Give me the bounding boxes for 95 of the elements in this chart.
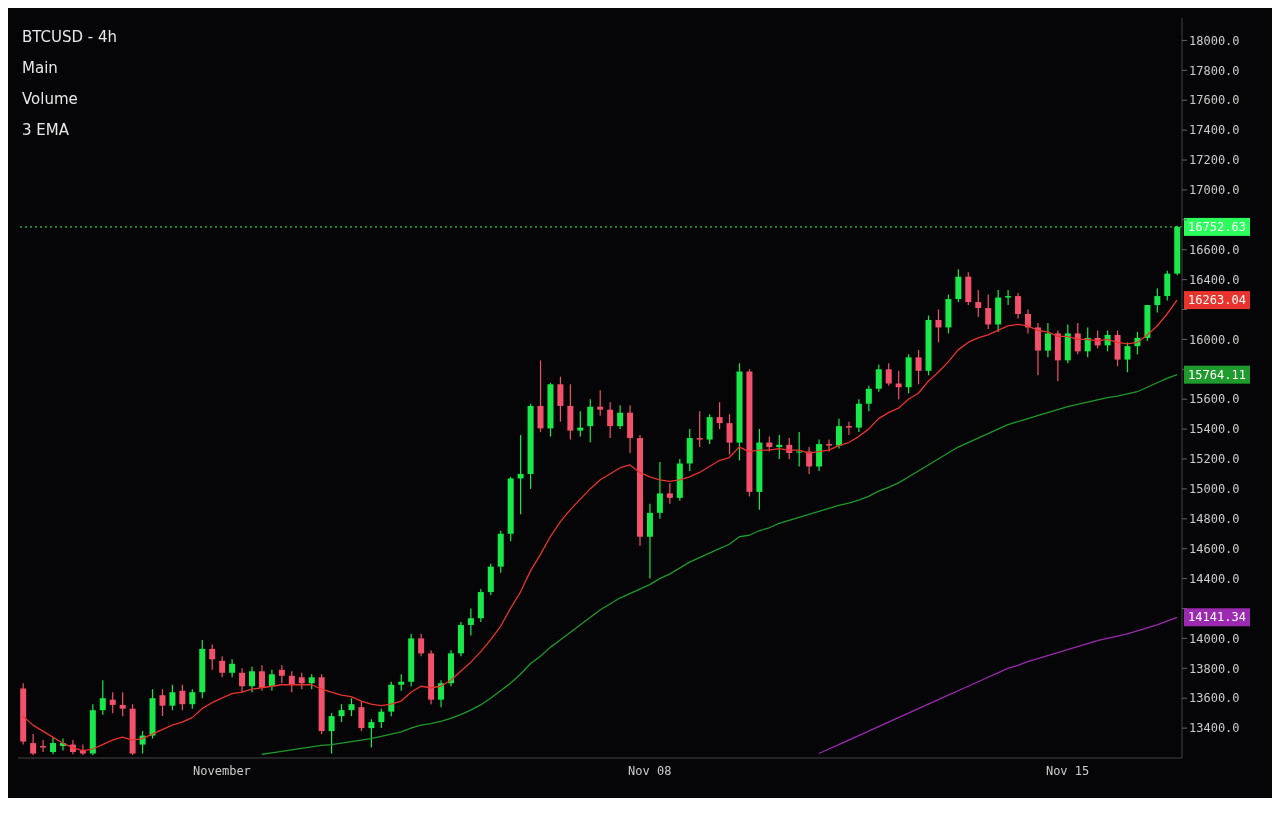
y-tick-label: 13600.0: [1189, 691, 1240, 706]
candlestick: [716, 401, 723, 430]
candlestick: [268, 669, 275, 692]
y-tick-label: 17200.0: [1189, 153, 1240, 168]
candlestick: [1005, 289, 1012, 306]
x-tick-label: Nov 08: [628, 763, 672, 778]
candlestick: [109, 691, 116, 714]
candlestick: [985, 293, 992, 330]
candlestick: [537, 359, 544, 433]
y-tick-label: 14600.0: [1189, 541, 1240, 556]
line-series: [261, 374, 1178, 755]
candlestick: [557, 376, 564, 423]
line-series: [818, 616, 1178, 755]
candlestick: [835, 418, 842, 450]
candlestick: [855, 398, 862, 433]
candlestick: [865, 385, 872, 412]
candlestick: [955, 268, 962, 303]
candlestick: [885, 362, 892, 387]
candlestick: [1034, 322, 1041, 376]
candlestick: [1015, 292, 1022, 320]
y-tick-label: 17400.0: [1189, 123, 1240, 138]
candlestick: [935, 308, 942, 343]
candlestick: [159, 688, 166, 717]
y-tick-label: 15400.0: [1189, 422, 1240, 437]
y-tick-label: 15200.0: [1189, 452, 1240, 467]
candlestick: [467, 607, 474, 637]
y-tick-label: 13400.0: [1189, 721, 1240, 736]
y-tick-label: 14400.0: [1189, 571, 1240, 586]
candlestick: [278, 664, 285, 684]
candlestick: [706, 413, 713, 445]
candlestick: [607, 401, 614, 439]
y-tick-label: 16600.0: [1189, 242, 1240, 257]
candlestick: [1124, 341, 1131, 373]
candlestick: [169, 684, 176, 711]
candlestick: [239, 667, 246, 693]
candlestick: [119, 691, 126, 717]
x-tick-label: Nov 15: [1045, 763, 1090, 778]
y-tick-label: 17800.0: [1189, 63, 1240, 78]
y-tick-label: 13800.0: [1189, 661, 1240, 676]
y-tick-label: 18000.0: [1189, 33, 1240, 48]
candlestick: [587, 398, 594, 444]
candlestick: [179, 684, 186, 711]
candlestick: [79, 743, 86, 756]
y-tick-label: 17600.0: [1189, 93, 1240, 108]
candlestick: [209, 643, 216, 671]
candlestick: [1154, 287, 1161, 314]
candlestick: [875, 364, 882, 393]
candlestick: [816, 438, 823, 472]
data-label: 15764.11: [1188, 367, 1246, 382]
annotation: Main: [22, 58, 59, 79]
candlestick: [796, 431, 803, 468]
y-tick-label: 15000.0: [1189, 482, 1240, 497]
candlestick: [646, 503, 653, 580]
candlestick: [30, 733, 37, 756]
candlestick: [726, 413, 733, 456]
candlestick: [219, 655, 226, 678]
annotation: Volume: [22, 89, 79, 110]
y-tick-label: 17000.0: [1189, 183, 1240, 198]
candlestick: [975, 289, 982, 318]
candlestick: [845, 421, 852, 436]
ref-line-label: 16752.63: [1188, 219, 1246, 234]
data-label: 14141.34: [1188, 610, 1246, 625]
candlestick: [328, 712, 335, 755]
candlestick: [358, 700, 365, 732]
candlestick: [776, 434, 783, 460]
text: BTCUSD - 4h: [22, 27, 118, 48]
candlestick: [258, 664, 265, 692]
candlestick: [577, 410, 584, 438]
y-tick-label: 15600.0: [1189, 392, 1240, 407]
candlestick: [666, 482, 673, 505]
data-label: 16263.04: [1188, 293, 1246, 308]
candlestick: [1074, 322, 1081, 355]
candlestick: [189, 688, 196, 710]
candlestick: [378, 708, 385, 729]
annotation: 3 EMA: [22, 120, 70, 141]
candlestick: [1044, 322, 1051, 358]
candlestick: [696, 410, 703, 448]
candlestick: [99, 679, 106, 716]
candlestick: [656, 461, 663, 520]
candlestick: [249, 666, 256, 693]
candlestick: [826, 438, 833, 453]
line-series: [22, 299, 1178, 752]
y-tick-label: 14000.0: [1189, 631, 1240, 646]
candlestick: [418, 633, 425, 657]
candlestick: [1164, 270, 1171, 302]
x-tick-label: November: [193, 763, 251, 778]
y-tick-label: 16400.0: [1189, 272, 1240, 287]
candlestick: [597, 389, 604, 417]
y-tick-label: 16000.0: [1189, 332, 1240, 347]
candlestick: [438, 679, 445, 708]
candlestick: [368, 718, 375, 749]
candlestick: [40, 739, 47, 753]
candlestick: [617, 404, 624, 430]
candlestick: [915, 349, 922, 385]
y-tick-label: 14800.0: [1189, 512, 1240, 527]
